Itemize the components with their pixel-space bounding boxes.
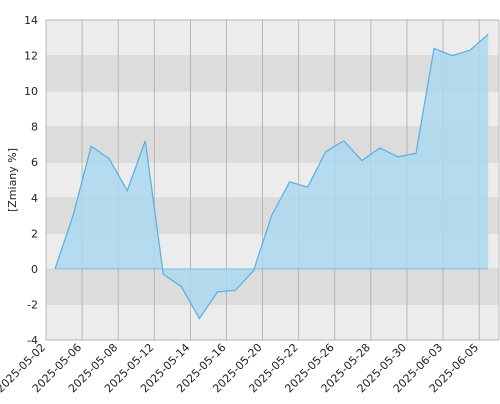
y-tick-label: 2: [31, 227, 38, 240]
y-tick-label: -4: [27, 334, 38, 347]
line: [54, 33, 489, 320]
y-tick-label: 6: [31, 156, 38, 169]
y-tick-label: 4: [31, 192, 38, 205]
plot-frame: [45, 19, 500, 341]
grid-band: [46, 55, 499, 92]
y-axis-label: [Zmiany %]: [6, 148, 19, 212]
y-tick-label: -2: [27, 298, 38, 311]
y-tick-label: 0: [31, 263, 38, 276]
area: [55, 34, 489, 319]
y-tick-label: 10: [24, 85, 38, 98]
y-tick-label: 8: [31, 121, 38, 134]
grid-band: [46, 20, 499, 56]
y-tick-label: 12: [24, 50, 38, 63]
grid-band: [46, 304, 499, 340]
grid-band: [46, 268, 499, 305]
y-tick-label: 14: [24, 14, 38, 27]
